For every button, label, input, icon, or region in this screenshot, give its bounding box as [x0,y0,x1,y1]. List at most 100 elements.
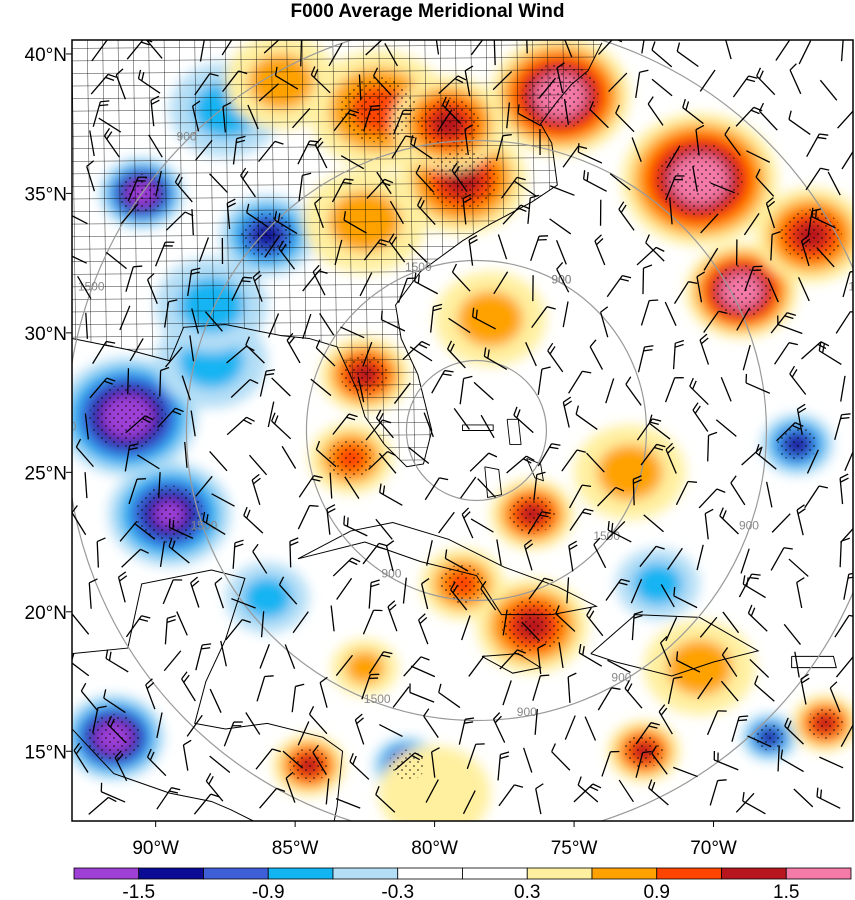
wind-barb [637,345,654,373]
wind-barb [281,445,297,469]
wind-barb [458,717,475,745]
wind-barb [577,776,599,803]
wind-barb [96,537,106,568]
range-ring-label: 1500 [848,279,855,293]
wind-barb [274,66,299,90]
wind-barb [707,431,718,462]
wind-barb [632,475,642,506]
wind-barb [298,172,312,202]
wind-barb [758,102,778,131]
wind-barb [158,472,161,499]
wind-barb [618,201,635,231]
wind-barb [176,611,188,636]
wind-barb [256,675,274,702]
wind-barb [840,527,853,544]
wind-barb [181,375,192,401]
wind-barb [392,686,410,708]
wind-barb [675,480,697,506]
wind-barb [692,165,698,192]
wind-barb [609,173,631,191]
wind-barb [190,410,196,437]
wind-barb [88,578,98,609]
wind-barb [334,239,343,266]
significance-stipple [780,209,842,262]
wind-barb [222,101,232,133]
wind-barb [72,255,87,264]
wind-barb [643,514,664,533]
island-eleuthera [526,457,544,482]
wind-barb [156,712,163,739]
wind-barb [230,379,259,398]
wind-barb [105,649,129,673]
colorbar-swatch [138,867,204,880]
colorbar-label: -1.5 [122,882,155,900]
wind-barb [226,198,236,230]
wind-barb [528,577,554,600]
wind-barb [697,677,713,700]
wind-barb [537,366,551,395]
wind-barb [168,537,190,564]
wind-barb [724,126,741,156]
wind-barb [302,313,312,339]
wind-barb [402,577,407,604]
colorbar-swatch [267,867,334,880]
wind-barb [537,643,547,675]
wind-barb [136,454,160,470]
wind-barb [696,271,706,303]
wind-barb [527,511,551,535]
wind-barb [651,745,668,775]
wind-barb [319,313,335,336]
wind-barb [315,339,336,367]
wind-barb [308,706,328,735]
significance-stipple [388,749,426,781]
wind-barb [462,193,472,225]
wind-barb [77,275,92,300]
wind-barb [103,127,120,158]
wind-barb [221,40,233,56]
wind-barb [389,200,404,224]
wind-barb [146,748,167,777]
wind-barb [742,792,766,815]
wind-barb [635,750,652,778]
wind-barb [85,312,89,339]
wind-barb [788,558,809,577]
wind-barb [497,751,510,781]
lat-tick-label: 40°N [25,45,67,66]
wind-barb [742,575,766,599]
lon-tick-label: 75°W [551,838,598,859]
wind-barb [525,342,537,367]
wind-barb [731,715,749,742]
wind-barb [804,485,829,509]
wind-barb [267,401,275,428]
wind-barb [730,475,746,506]
wind-barb [291,108,311,129]
wind-barb [314,137,328,169]
wind-barb [842,270,853,298]
wind-barb [259,643,270,669]
wind-barb [124,443,139,472]
wind-barb [145,678,156,710]
anomaly-cell [633,563,683,605]
wind-barb [129,338,144,362]
wind-barb [648,779,669,806]
wind-barb [225,619,251,641]
wind-barb [376,171,392,195]
wind-barb [673,766,698,778]
wind-barb [642,264,653,295]
wind-barb [789,63,802,95]
wind-barb [92,100,110,127]
wind-barb [384,42,399,67]
wind-barb [72,613,90,635]
wind-barb [598,40,623,55]
wind-barb [119,521,138,542]
range-ring-label: 900 [611,671,631,685]
wind-barb [765,197,776,229]
range-ring-label: 900 [177,130,197,144]
wind-barb [506,455,535,474]
wind-barb [357,376,365,403]
wind-barb [159,366,170,397]
coastline-hispaniola [590,614,760,677]
wind-barb [700,213,719,234]
wind-barb [722,611,740,634]
wind-barb [368,579,380,609]
